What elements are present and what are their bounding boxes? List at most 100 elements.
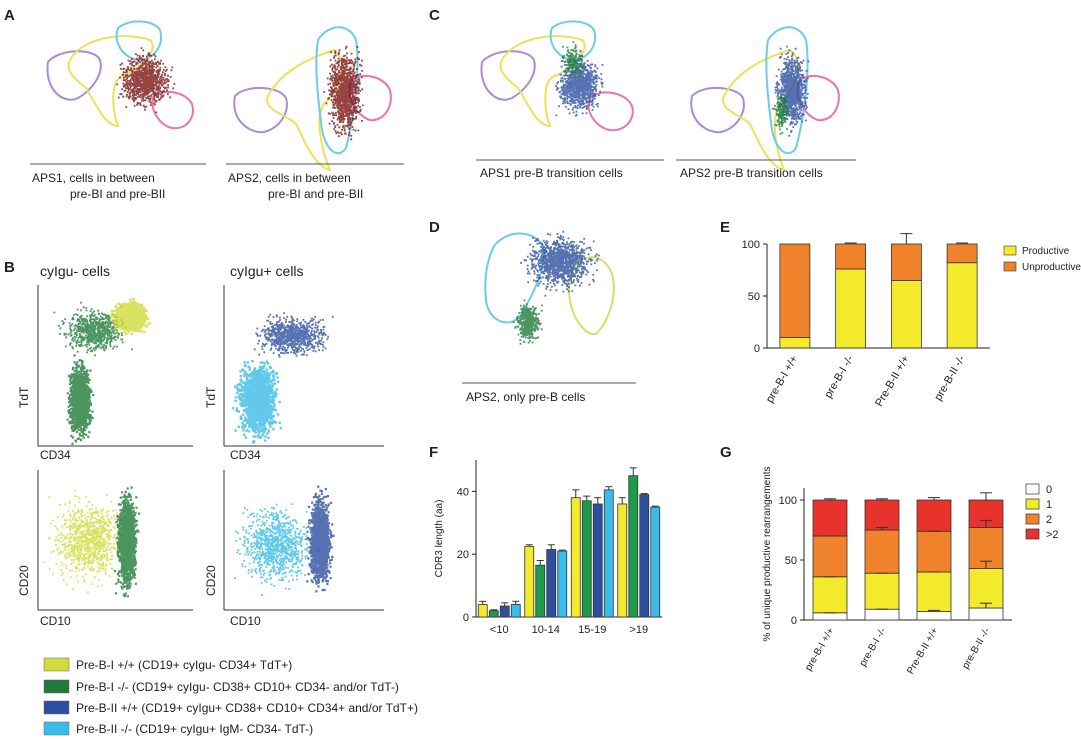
legend-label: 2 xyxy=(1046,514,1052,526)
x-axis-label-cd34: CD34 xyxy=(230,448,261,462)
bar-productive xyxy=(835,268,867,349)
gate-outline-cyan xyxy=(115,20,162,62)
gate-outline-yellow xyxy=(722,48,800,172)
bar-segment xyxy=(864,529,900,574)
legend-label: Pre-B-I -/- (CD19+ cyIgu- CD38+ CD10+ CD… xyxy=(76,680,399,694)
legend-swatch xyxy=(43,657,70,672)
gate-outline-lime xyxy=(567,256,615,336)
flow-plot-a2 xyxy=(233,26,392,172)
panel-a: APS1, cells in between pre-BI and pre-BI… xyxy=(30,20,404,201)
dot-cloud xyxy=(43,490,131,594)
dot-cloud xyxy=(116,47,176,114)
bar-segment xyxy=(812,612,848,621)
y-axis-label-tdt: TdT xyxy=(204,386,218,408)
y-tick-label: 50 xyxy=(785,555,797,567)
legend-swatch xyxy=(43,700,70,715)
y-tick-label: 40 xyxy=(457,486,469,498)
dot-cloud xyxy=(562,41,586,84)
gate-outline-cyan xyxy=(315,26,359,155)
bar xyxy=(477,604,488,618)
panel-label-b: B xyxy=(4,259,15,276)
bar xyxy=(535,564,546,618)
scatter-cloud xyxy=(116,47,176,114)
caption-d: APS2, only pre-B cells xyxy=(466,390,585,404)
bar xyxy=(570,497,581,618)
gate-outline-purple xyxy=(690,87,745,134)
col-title-cyigu-pos: cyIgu+ cells xyxy=(230,263,304,279)
legend-item: Pre-B-I -/- (CD19+ cyIgu- CD38+ CD10+ CD… xyxy=(43,679,399,694)
legend-item: Pre-B-II -/- (CD19+ cyIgu+ IgM- CD34- Td… xyxy=(43,721,313,736)
y-tick-label: 100 xyxy=(779,495,797,507)
bar-segment xyxy=(916,611,952,621)
scatter-cloud xyxy=(53,298,151,445)
dot-cloud xyxy=(66,354,95,445)
bar-unproductive xyxy=(835,243,867,270)
dot-cloud xyxy=(323,45,364,141)
bar-segment xyxy=(968,568,1004,609)
bar xyxy=(557,550,568,618)
y-tick-label: 100 xyxy=(742,239,760,251)
x-tick-label: pre-B-I -/- xyxy=(822,353,856,400)
legend-swatch xyxy=(1025,528,1040,540)
gate-outline-pink xyxy=(587,91,634,132)
caption-a2-line2: pre-BI and pre-BII xyxy=(268,187,363,201)
bar-unproductive xyxy=(946,243,978,264)
legend-swatch xyxy=(43,679,70,694)
caption-a2-line1: APS2, cells in between xyxy=(228,171,351,185)
gate-outline-cyan xyxy=(549,20,596,62)
y-tick-label: 50 xyxy=(748,291,760,303)
bar xyxy=(524,545,535,618)
dot-cloud xyxy=(109,298,151,336)
gate-outline-cyan xyxy=(484,232,546,324)
bar-segment xyxy=(864,499,900,531)
gate-outline-pink xyxy=(151,90,194,130)
y-axis-label-cd20: CD20 xyxy=(204,565,218,596)
dot-cloud xyxy=(555,55,604,117)
x-tick-label: Pre-B-II +/+ xyxy=(873,354,912,409)
y-tick-label: 0 xyxy=(791,615,797,627)
x-tick-label: pre-B-I +/+ xyxy=(764,354,801,406)
bar xyxy=(650,506,661,618)
legend-label: Productive xyxy=(1022,246,1070,257)
y-axis-label-tdt: TdT xyxy=(17,386,31,408)
flow-plot-c1 xyxy=(480,20,634,132)
y-axis-label: % of unique productive rearrangements xyxy=(762,466,773,641)
x-axis-label-cd10: CD10 xyxy=(40,614,71,628)
x-tick-label: pre-B-II -/- xyxy=(932,353,968,403)
population-legend: Pre-B-I +/+ (CD19+ cyIgu- CD34+ TdT+) Pr… xyxy=(43,657,418,736)
legend-swatch xyxy=(43,721,70,736)
x-tick-label: 15-19 xyxy=(578,624,606,636)
dot-cloud xyxy=(305,485,335,593)
bar xyxy=(546,549,557,618)
scatter-cloud xyxy=(555,41,604,117)
panel-label-f: F xyxy=(429,444,438,461)
bar-segment xyxy=(864,572,900,610)
panel-b: cyIgu- cells cyIgu+ cells TdT CD34 TdT C… xyxy=(17,263,384,628)
chart-f-cdr3-length: 0 20 40 CDR3 length (aa) <10 10-14 15-19 >19 xyxy=(434,460,662,636)
bar xyxy=(639,494,650,618)
caption-c2: APS2 pre-B transition cells xyxy=(680,166,823,180)
bar-unproductive xyxy=(890,243,922,281)
legend-swatch xyxy=(1003,245,1017,256)
legend-label: >2 xyxy=(1046,529,1059,541)
y-axis-label: CDR3 length (aa) xyxy=(434,500,445,578)
col-title-cyigu-neg: cyIgu- cells xyxy=(40,263,110,279)
flow-plot-a1 xyxy=(46,20,194,130)
dot-cloud xyxy=(512,299,543,345)
x-tick-label: pre-B-I +/+ xyxy=(803,626,837,673)
gate-outline-yellow xyxy=(266,48,344,172)
y-axis-label-cd20: CD20 xyxy=(17,565,31,596)
legend-label: 1 xyxy=(1046,499,1052,511)
scatter-cloud xyxy=(772,45,810,137)
bar-segment xyxy=(916,499,952,532)
bar-segment xyxy=(864,608,900,621)
panel-label-a: A xyxy=(4,7,15,24)
x-tick-label: pre-B-I -/- xyxy=(858,626,889,669)
gate-outline-purple xyxy=(480,50,536,101)
x-tick-label: Pre-B-II +/+ xyxy=(905,626,940,676)
y-tick-label: 0 xyxy=(463,612,469,624)
panel-label-e: E xyxy=(720,219,730,236)
bar-segment xyxy=(916,571,952,612)
dot-cloud xyxy=(520,230,600,297)
legend-swatch xyxy=(1025,483,1040,495)
